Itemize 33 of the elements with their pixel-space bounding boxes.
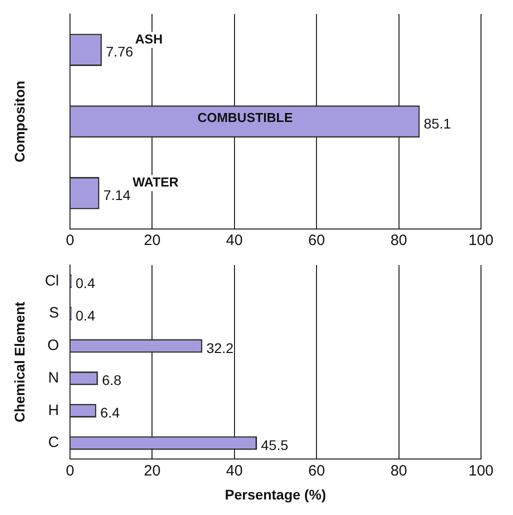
x-tick-label: 80 bbox=[390, 462, 408, 480]
x-tick-label: 20 bbox=[144, 462, 161, 480]
y-axis-title: Compositon bbox=[11, 80, 28, 162]
x-tick-label: 20 bbox=[144, 232, 161, 250]
data-label: 7.14 bbox=[103, 187, 131, 204]
x-axis-title: Persentage (%) bbox=[224, 486, 326, 502]
x-tick-label: 0 bbox=[66, 232, 74, 250]
category-label: COMBUSTIBLE bbox=[197, 110, 293, 126]
y-tick-label: Cl bbox=[44, 272, 59, 290]
y-tick-label: C bbox=[48, 434, 60, 452]
x-tick-label: 60 bbox=[308, 232, 325, 250]
x-tick-label: 0 bbox=[66, 462, 74, 480]
x-tick-label: 60 bbox=[308, 462, 325, 480]
category-label: WATER bbox=[132, 174, 179, 190]
x-tick-label: 80 bbox=[390, 232, 408, 250]
y-tick-label: S bbox=[48, 304, 59, 322]
x-tick-label: 40 bbox=[226, 462, 243, 480]
data-label: 32.2 bbox=[206, 340, 234, 356]
x-tick-label: 100 bbox=[468, 462, 494, 480]
x-tick-label: 40 bbox=[226, 232, 243, 250]
category-label: ASH bbox=[135, 31, 163, 46]
data-label: 6.4 bbox=[100, 404, 120, 421]
data-label: 85.1 bbox=[424, 115, 452, 132]
data-label: 0.4 bbox=[76, 275, 96, 292]
y-tick-label: N bbox=[48, 369, 59, 386]
data-label: 7.76 bbox=[106, 44, 134, 60]
x-tick-label: 100 bbox=[468, 232, 494, 250]
y-tick-label: H bbox=[48, 402, 59, 419]
y-tick-label: O bbox=[47, 337, 59, 354]
y-axis-title: Chemical Element bbox=[11, 301, 28, 422]
data-label: 6.8 bbox=[102, 372, 122, 388]
data-label: 0.4 bbox=[76, 307, 96, 324]
data-label: 45.5 bbox=[261, 436, 288, 453]
